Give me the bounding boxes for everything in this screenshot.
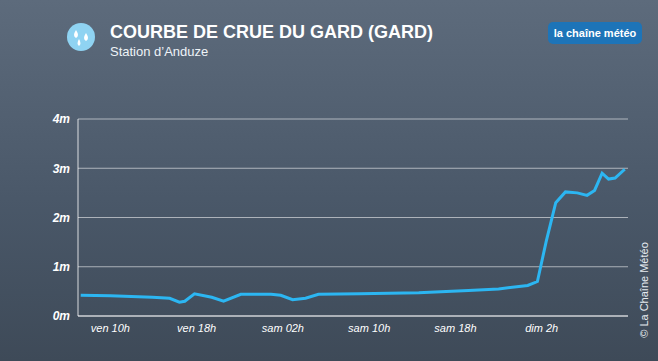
svg-text:COURBE DE CRUE DU GARD (GARD): COURBE DE CRUE DU GARD (GARD) — [110, 22, 433, 42]
svg-text:0m: 0m — [53, 309, 71, 323]
svg-text:la chaîne météo: la chaîne météo — [554, 27, 637, 39]
svg-text:dim 2h: dim 2h — [525, 322, 558, 334]
svg-text:© La Chaîne Météo: © La Chaîne Météo — [638, 242, 650, 338]
svg-text:2m: 2m — [52, 211, 71, 225]
svg-text:sam 02h: sam 02h — [262, 322, 304, 334]
svg-text:Station d’Anduze: Station d’Anduze — [110, 44, 208, 59]
svg-text:3m: 3m — [53, 162, 71, 176]
svg-text:sam 10h: sam 10h — [348, 322, 390, 334]
svg-text:ven 18h: ven 18h — [177, 322, 216, 334]
svg-text:ven 10h: ven 10h — [91, 322, 130, 334]
svg-text:sam 18h: sam 18h — [434, 322, 476, 334]
svg-text:1m: 1m — [53, 260, 71, 274]
svg-text:4m: 4m — [52, 112, 71, 126]
